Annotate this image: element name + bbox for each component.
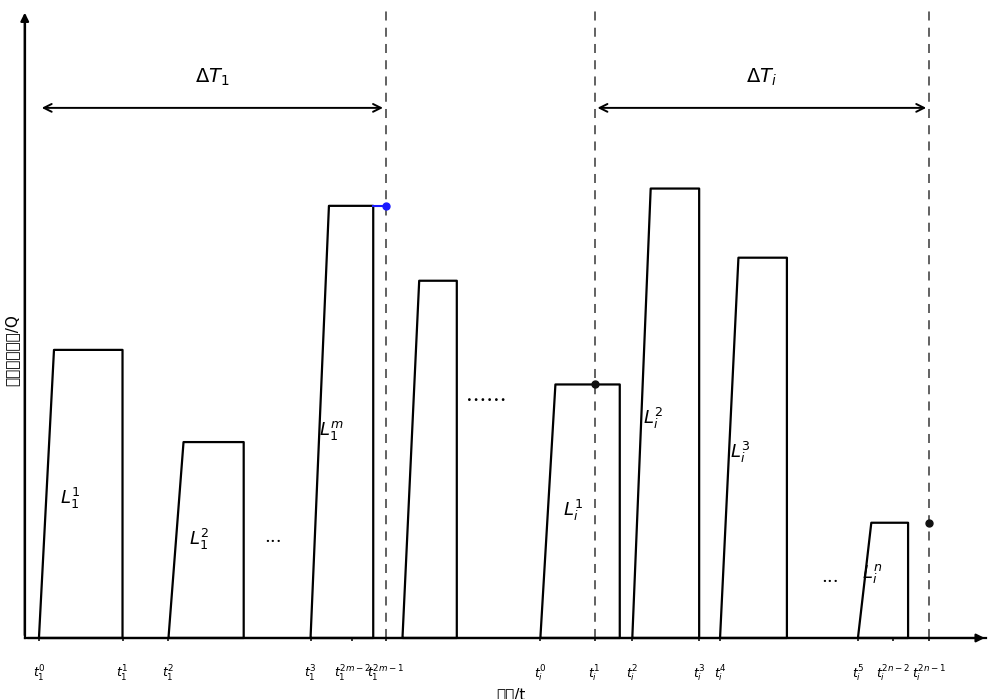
Text: $L_i^3$: $L_i^3$ bbox=[730, 440, 750, 465]
Text: $t_i^1$: $t_i^1$ bbox=[588, 664, 601, 684]
Text: $t_1^{2m-2}$: $t_1^{2m-2}$ bbox=[334, 664, 371, 684]
Text: $t_i^{2n-2}$: $t_i^{2n-2}$ bbox=[876, 664, 910, 684]
Text: 燃气泄漏流量/Q: 燃气泄漏流量/Q bbox=[5, 314, 20, 386]
Text: ...: ... bbox=[264, 528, 282, 546]
Text: $t_1^1$: $t_1^1$ bbox=[116, 664, 129, 684]
Text: ......: ...... bbox=[466, 387, 506, 405]
Text: $t_1^3$: $t_1^3$ bbox=[304, 664, 317, 684]
Text: $L_1^m$: $L_1^m$ bbox=[319, 419, 344, 442]
Text: $t_1^2$: $t_1^2$ bbox=[162, 664, 175, 684]
Text: $t_i^5$: $t_i^5$ bbox=[852, 664, 864, 684]
Text: $L_1^1$: $L_1^1$ bbox=[60, 486, 80, 511]
Text: $L_i^n$: $L_i^n$ bbox=[862, 563, 883, 586]
Text: $\Delta T_i$: $\Delta T_i$ bbox=[746, 66, 777, 87]
Text: 时间/t: 时间/t bbox=[496, 687, 526, 699]
Text: $L_i^1$: $L_i^1$ bbox=[563, 498, 583, 523]
Text: $t_i^0$: $t_i^0$ bbox=[534, 664, 547, 684]
Text: $t_1^{2m-1}$: $t_1^{2m-1}$ bbox=[367, 664, 404, 684]
Text: $L_1^2$: $L_1^2$ bbox=[189, 526, 209, 552]
Text: $t_1^0$: $t_1^0$ bbox=[33, 664, 45, 684]
Text: $t_i^3$: $t_i^3$ bbox=[693, 664, 705, 684]
Text: $t_i^{2n-1}$: $t_i^{2n-1}$ bbox=[912, 664, 946, 684]
Text: $\Delta T_1$: $\Delta T_1$ bbox=[195, 66, 229, 87]
Text: ...: ... bbox=[822, 568, 839, 586]
Text: $t_i^4$: $t_i^4$ bbox=[714, 664, 726, 684]
Text: $L_i^2$: $L_i^2$ bbox=[643, 405, 663, 431]
Text: $t_i^2$: $t_i^2$ bbox=[626, 664, 638, 684]
